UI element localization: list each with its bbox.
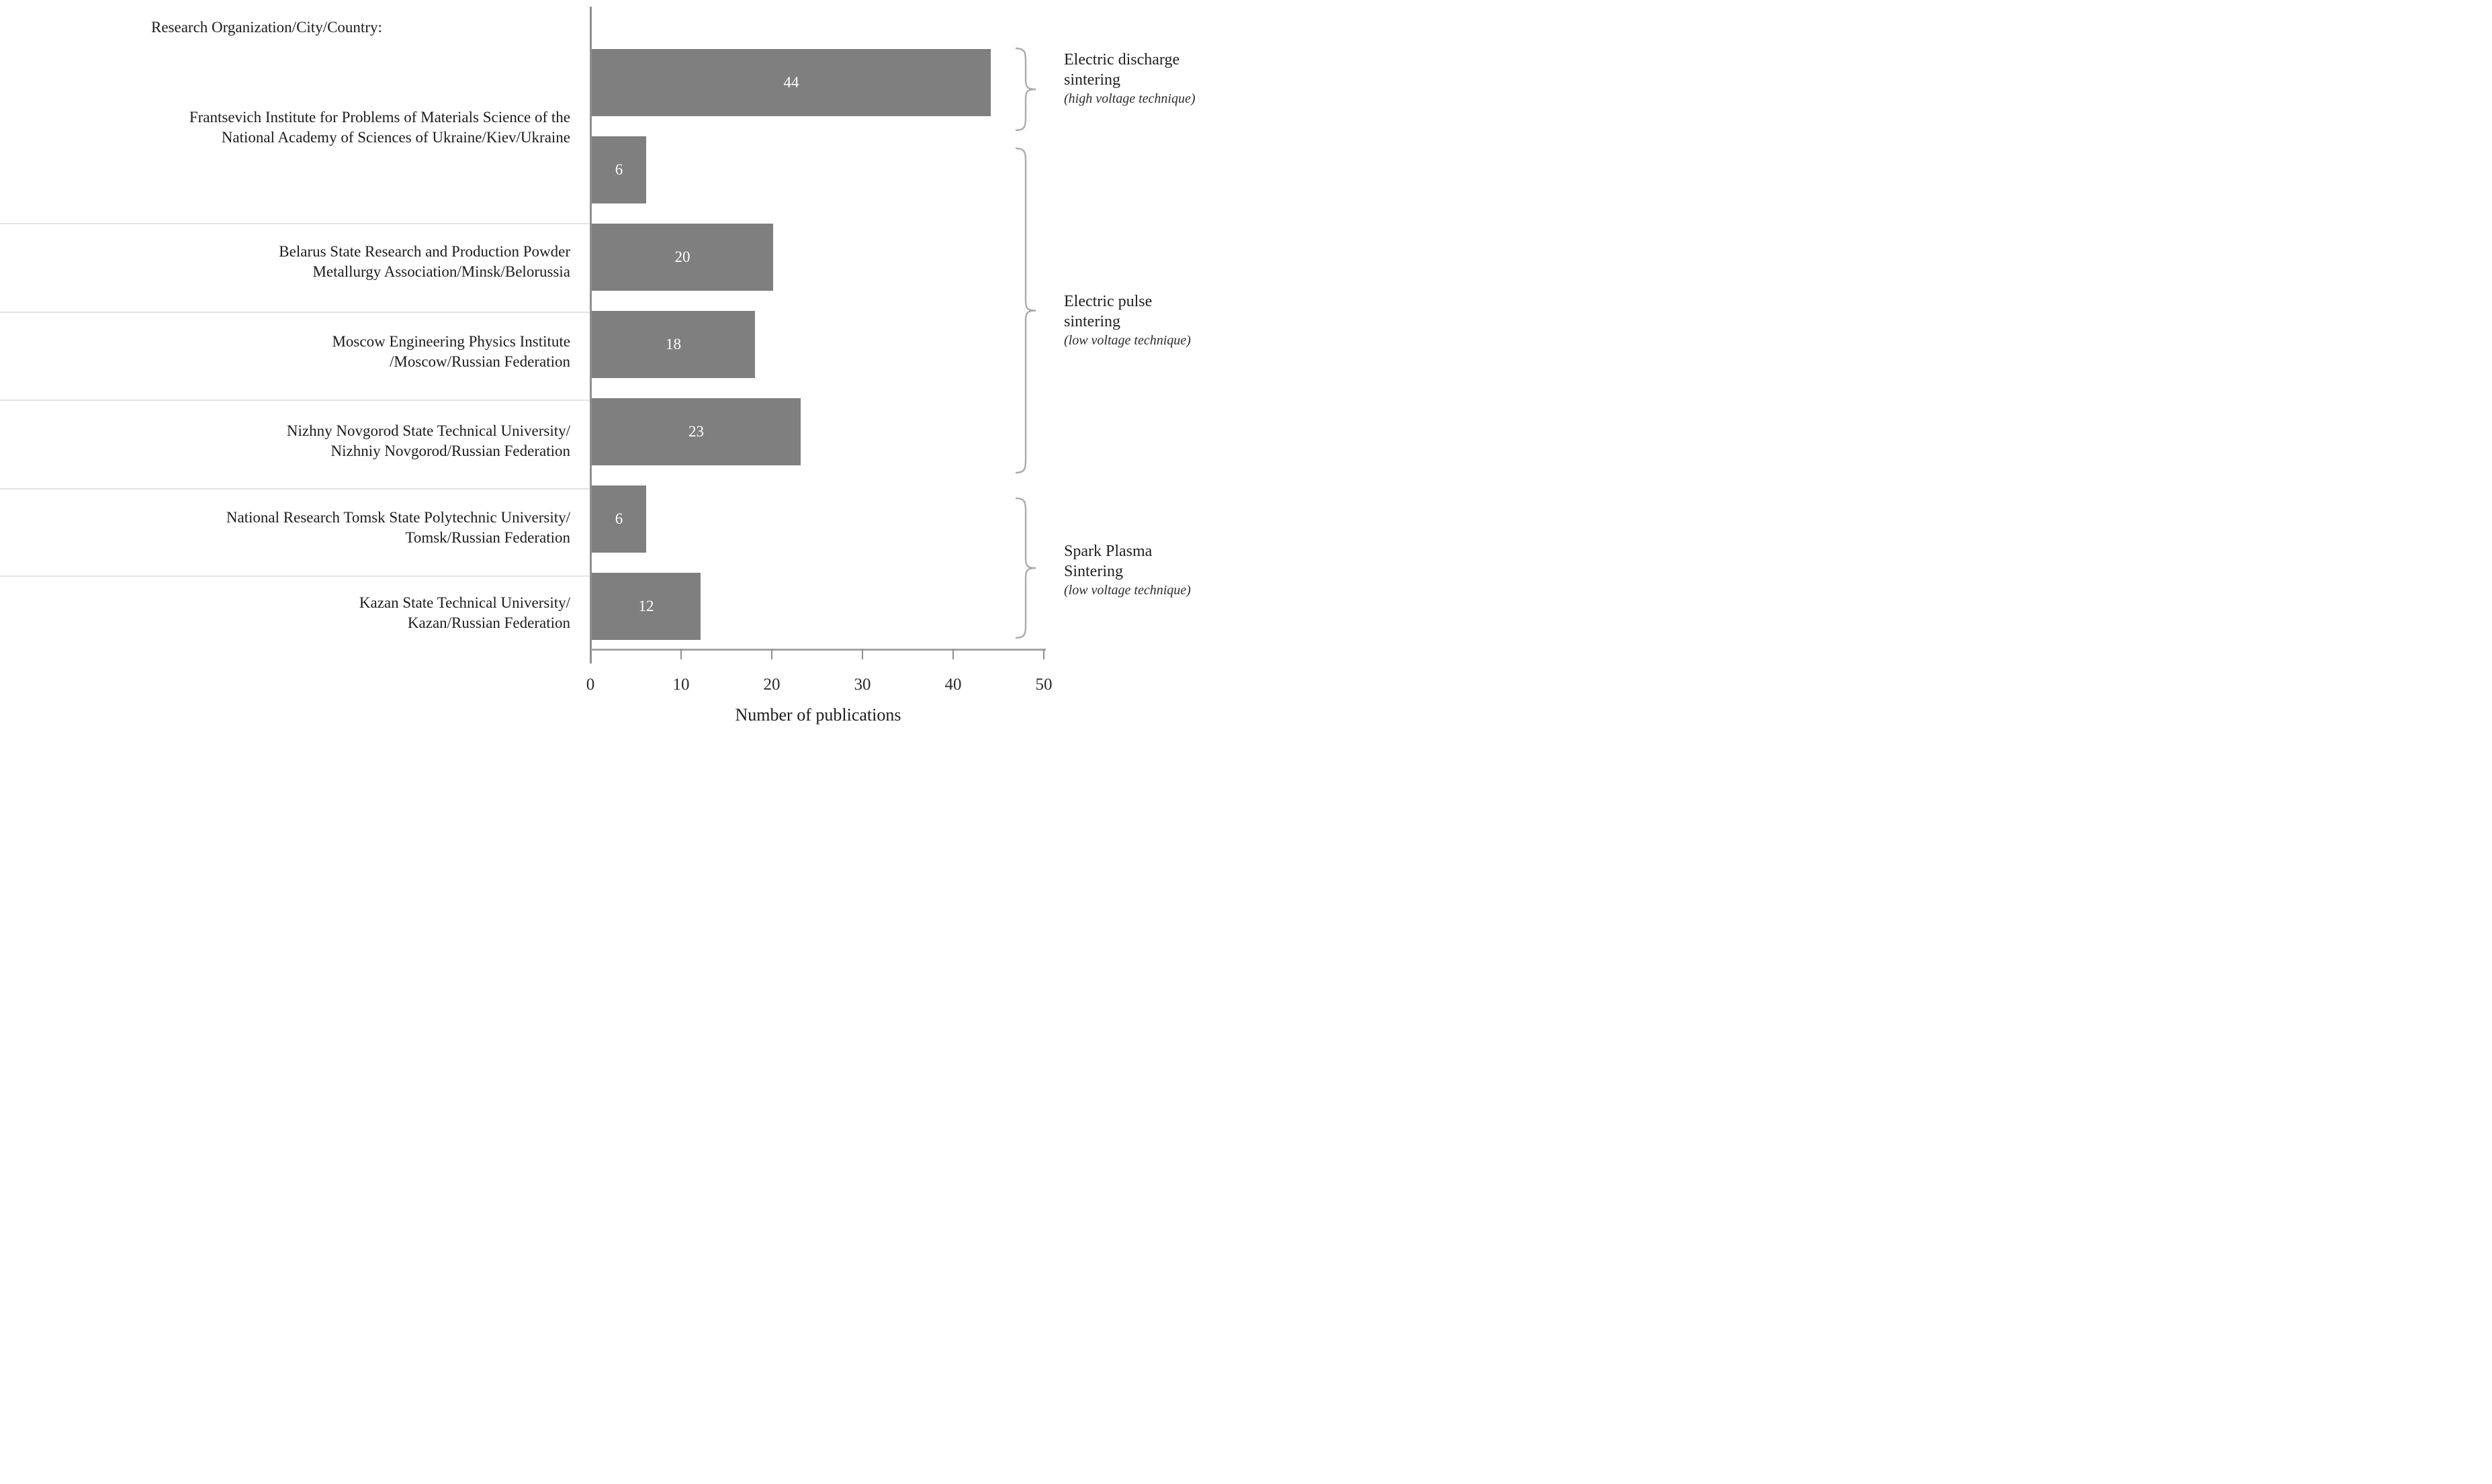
- group-bracket-discharge: [1015, 47, 1036, 132]
- category-label-frantsevich: Frantsevich Institute for Problems of Ma…: [13, 107, 570, 148]
- category-label-belarus: Belarus State Research and Production Po…: [13, 242, 570, 282]
- group-label-line: sintering: [1064, 313, 1120, 330]
- group-label-discharge: Electric discharge sintering (high volta…: [1064, 50, 1246, 107]
- category-label-line: Moscow Engineering Physics Institute: [332, 333, 570, 350]
- category-label-nizhny: Nizhny Novgorod State Technical Universi…: [13, 421, 570, 461]
- x-tick: [862, 649, 863, 659]
- bar-value-label: 20: [674, 248, 691, 265]
- category-label-line: Frantsevich Institute for Problems of Ma…: [189, 109, 570, 126]
- row-divider: [0, 223, 590, 224]
- group-label-line: Electric discharge: [1064, 51, 1180, 68]
- bar-value-label: 6: [615, 510, 623, 527]
- x-tick-label: 50: [1035, 676, 1053, 694]
- category-label-line: Kazan State Technical University/: [359, 594, 570, 611]
- category-label-line: Metallurgy Association/Minsk/Belorussia: [312, 263, 570, 280]
- bar-kazan-sps: 12: [592, 573, 701, 640]
- group-label-pulse: Electric pulse sintering (low voltage te…: [1064, 291, 1246, 349]
- group-bracket-sps: [1015, 497, 1036, 639]
- x-axis-line: [590, 649, 1046, 651]
- category-label-moscow: Moscow Engineering Physics Institute /Mo…: [13, 332, 570, 372]
- bar-value-label: 23: [688, 423, 704, 440]
- row-divider: [0, 575, 590, 577]
- x-tick: [771, 649, 772, 659]
- group-label-line: sintering: [1064, 71, 1120, 89]
- group-label-line: Spark Plasma: [1064, 543, 1153, 560]
- x-tick-label: 30: [854, 676, 871, 694]
- group-label-line: Electric pulse: [1064, 293, 1153, 310]
- category-label-line: National Research Tomsk State Polytechni…: [226, 509, 570, 526]
- x-tick: [680, 649, 682, 659]
- bar-value-label: 44: [783, 74, 799, 91]
- category-label-line: Kazan/Russian Federation: [407, 614, 570, 631]
- bar-chart-canvas: Research Organization/City/Country: Fran…: [0, 0, 1246, 742]
- x-tick: [1043, 649, 1044, 659]
- bar-tomsk-sps: 6: [592, 485, 646, 553]
- bar-value-label: 18: [666, 336, 681, 353]
- row-divider: [0, 400, 590, 401]
- group-label-sps: Spark Plasma Sintering (low voltage tech…: [1064, 541, 1246, 599]
- bar-frantsevich-pulse: 6: [592, 136, 646, 203]
- category-label-kazan: Kazan State Technical University/ Kazan/…: [13, 593, 570, 633]
- x-tick-label: 20: [763, 676, 781, 694]
- bar-frantsevich-discharge: 44: [592, 49, 991, 116]
- x-tick-label: 10: [672, 676, 690, 694]
- x-tick: [590, 649, 591, 659]
- category-label-line: Nizhniy Novgorod/Russian Federation: [330, 443, 570, 459]
- x-tick: [952, 649, 954, 659]
- bar-nizhny-pulse: 23: [592, 398, 801, 465]
- group-label-caption: (high voltage technique): [1064, 91, 1196, 106]
- x-axis-title: Number of publications: [735, 705, 901, 725]
- category-label-line: Nizhny Novgorod State Technical Universi…: [286, 422, 570, 439]
- category-label-line: Tomsk/Russian Federation: [405, 529, 570, 546]
- bar-moscow-pulse: 18: [592, 311, 755, 378]
- category-label-tomsk: National Research Tomsk State Polytechni…: [13, 508, 570, 548]
- group-bracket-pulse: [1015, 147, 1036, 474]
- row-divider: [0, 312, 590, 313]
- group-label-caption: (low voltage technique): [1064, 583, 1191, 598]
- bar-belarus-pulse: 20: [592, 224, 773, 291]
- bar-value-label: 12: [638, 598, 654, 614]
- y-axis-line: [590, 7, 592, 663]
- chart-title: Research Organization/City/Country:: [151, 19, 382, 36]
- row-divider: [0, 488, 590, 490]
- group-label-line: Sintering: [1064, 563, 1123, 580]
- category-label-line: Belarus State Research and Production Po…: [279, 243, 570, 260]
- x-tick-label: 40: [944, 676, 962, 694]
- category-label-line: /Moscow/Russian Federation: [390, 353, 570, 370]
- x-tick-label: 0: [586, 676, 595, 694]
- bar-value-label: 6: [615, 161, 623, 178]
- group-label-caption: (low voltage technique): [1064, 333, 1191, 348]
- category-label-line: National Academy of Sciences of Ukraine/…: [221, 129, 570, 146]
